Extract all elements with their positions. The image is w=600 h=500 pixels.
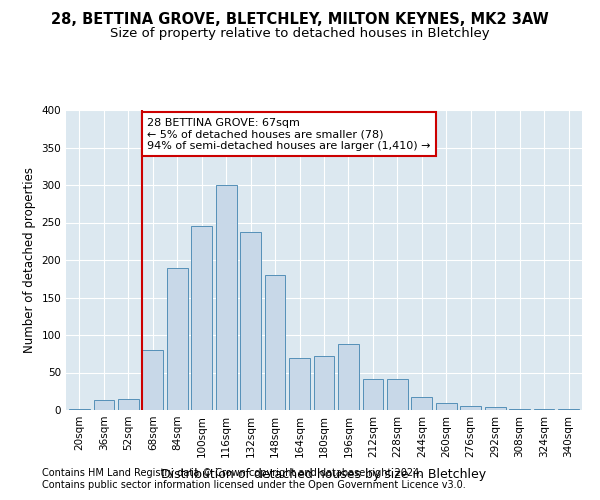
Bar xyxy=(558,408,579,410)
Bar xyxy=(534,408,554,410)
Bar xyxy=(387,378,408,410)
Text: Contains public sector information licensed under the Open Government Licence v3: Contains public sector information licen… xyxy=(42,480,466,490)
Bar xyxy=(338,344,359,410)
Bar xyxy=(69,408,90,410)
Text: 28 BETTINA GROVE: 67sqm
← 5% of detached houses are smaller (78)
94% of semi-det: 28 BETTINA GROVE: 67sqm ← 5% of detached… xyxy=(148,118,431,150)
Bar xyxy=(142,350,163,410)
Y-axis label: Number of detached properties: Number of detached properties xyxy=(23,167,36,353)
Bar xyxy=(240,232,261,410)
Text: 28, BETTINA GROVE, BLETCHLEY, MILTON KEYNES, MK2 3AW: 28, BETTINA GROVE, BLETCHLEY, MILTON KEY… xyxy=(51,12,549,28)
Bar xyxy=(191,226,212,410)
Bar xyxy=(485,407,506,410)
Text: Size of property relative to detached houses in Bletchley: Size of property relative to detached ho… xyxy=(110,28,490,40)
Bar xyxy=(289,358,310,410)
Text: Contains HM Land Registry data © Crown copyright and database right 2024.: Contains HM Land Registry data © Crown c… xyxy=(42,468,422,477)
Bar xyxy=(362,378,383,410)
Bar xyxy=(118,399,139,410)
Bar xyxy=(436,402,457,410)
Bar xyxy=(216,185,236,410)
Bar xyxy=(509,408,530,410)
Bar xyxy=(167,268,188,410)
X-axis label: Distribution of detached houses by size in Bletchley: Distribution of detached houses by size … xyxy=(161,468,487,481)
Bar xyxy=(94,400,114,410)
Bar xyxy=(460,406,481,410)
Bar xyxy=(314,356,334,410)
Bar xyxy=(265,275,286,410)
Bar xyxy=(412,396,432,410)
